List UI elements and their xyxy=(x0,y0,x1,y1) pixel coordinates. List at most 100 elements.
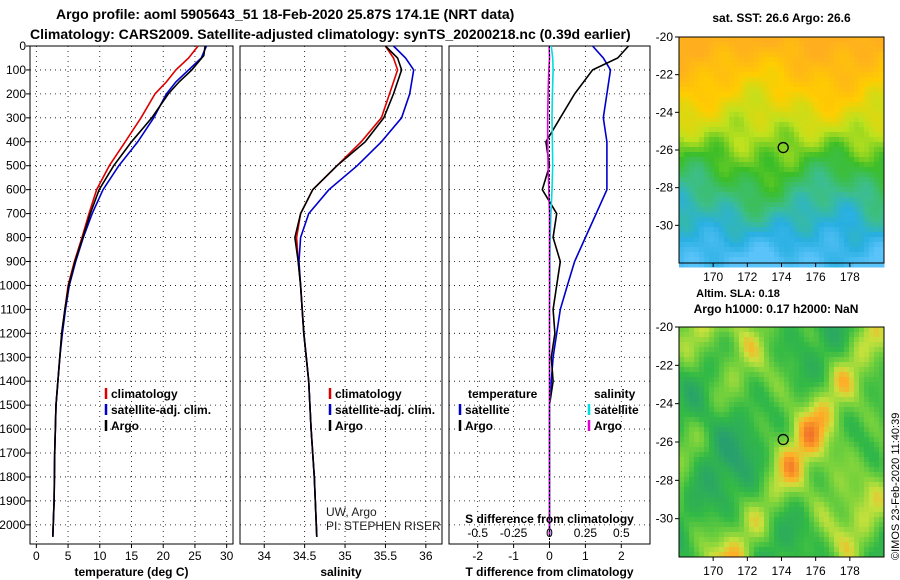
sla_map-cell xyxy=(779,342,785,348)
sla_map-cell xyxy=(859,492,865,498)
sst_map-cell xyxy=(699,182,705,188)
sla_map-cell xyxy=(789,442,795,448)
sst_map-cell xyxy=(764,262,770,268)
sst_map-cell xyxy=(874,62,880,68)
sst_map-cell xyxy=(759,257,765,263)
sla_map-cell xyxy=(704,392,710,398)
sla_map-cell xyxy=(839,497,845,503)
sla_map-cell xyxy=(749,442,755,448)
sla_map-cell xyxy=(699,502,705,508)
sla_map-cell xyxy=(849,497,855,503)
sst_map-cell xyxy=(809,157,815,163)
sst_map-cell xyxy=(759,142,765,148)
sst_map-cell xyxy=(774,87,780,93)
sla_map-cell xyxy=(829,412,835,418)
sst_map-cell xyxy=(839,152,845,158)
sst_map-cell xyxy=(749,137,755,143)
sla_map-cell xyxy=(804,357,810,363)
sla_map-cell xyxy=(814,372,820,378)
sla_map-cell xyxy=(724,407,730,413)
sla_map-cell xyxy=(779,497,785,503)
sla_map-cell xyxy=(784,497,790,503)
sla_map-cell xyxy=(844,427,850,433)
sst_map-cell xyxy=(729,172,735,178)
sla_map-cell xyxy=(789,422,795,428)
sst_map-cell xyxy=(829,157,835,163)
sst_map-cell xyxy=(804,222,810,228)
sla_map-cell xyxy=(759,502,765,508)
sst_map-cell xyxy=(749,102,755,108)
sla_map-cell xyxy=(864,437,870,443)
sst_map-cell xyxy=(764,137,770,143)
sla_map-cell xyxy=(864,552,870,558)
sla_map-cell xyxy=(724,477,730,483)
sla_map-cell xyxy=(794,497,800,503)
sla_map-cell xyxy=(719,462,725,468)
sst_map-cell xyxy=(879,157,885,163)
sla_map-cell xyxy=(869,432,875,438)
sst_map-cell xyxy=(794,257,800,263)
sla_map-cell xyxy=(759,512,765,518)
sst_map-cell xyxy=(709,112,715,118)
sst_map-cell xyxy=(854,237,860,243)
sst_map-cell xyxy=(739,102,745,108)
sst_map-cell xyxy=(709,82,715,88)
sst_map-cell xyxy=(794,222,800,228)
sst_map-cell xyxy=(769,237,775,243)
sla_map-cell xyxy=(824,327,830,333)
sla_map-cell xyxy=(794,347,800,353)
sst_map-cell xyxy=(869,72,875,78)
sst_map-cell xyxy=(844,122,850,128)
sst_map-cell xyxy=(699,82,705,88)
sst_map-cell xyxy=(774,152,780,158)
sla_map-cell xyxy=(684,487,690,493)
sla_map-cell xyxy=(784,552,790,558)
sst_map-cell xyxy=(714,47,720,53)
sst_map-cell xyxy=(784,187,790,193)
sst_map-cell xyxy=(704,72,710,78)
sla_map-cell xyxy=(759,402,765,408)
sla_map-cell xyxy=(729,517,735,523)
sla_map-cell xyxy=(874,432,880,438)
sst_map-cell xyxy=(754,212,760,218)
sst_map-cell xyxy=(719,87,725,93)
sla_map-cell xyxy=(834,447,840,453)
sla_map-cell xyxy=(834,487,840,493)
sla_map-cell xyxy=(789,477,795,483)
sla_map-cell xyxy=(764,502,770,508)
sla_map-cell xyxy=(839,397,845,403)
sst_map-cell xyxy=(779,87,785,93)
sst_map-cell xyxy=(759,197,765,203)
sla_map-cell xyxy=(769,512,775,518)
sla_map-cell xyxy=(854,382,860,388)
sst_map-cell xyxy=(819,82,825,88)
sla_map-cell xyxy=(734,327,740,333)
sla_map-cell xyxy=(689,347,695,353)
sla_map-cell xyxy=(689,467,695,473)
sst_map-cell xyxy=(764,102,770,108)
sla_map-cell xyxy=(819,417,825,423)
sst_map-cell xyxy=(824,137,830,143)
sla_map-cell xyxy=(729,327,735,333)
sla_map-cell xyxy=(734,497,740,503)
sst_map-cell xyxy=(704,257,710,263)
sla_map-cell xyxy=(804,407,810,413)
sla_map-ytick-label: -22 xyxy=(656,358,674,372)
sst_map-cell xyxy=(684,192,690,198)
sla_map-cell xyxy=(679,482,685,488)
sla_map-cell xyxy=(749,462,755,468)
sst_map-cell xyxy=(729,157,735,163)
sst_map-cell xyxy=(874,122,880,128)
sst_map-cell xyxy=(814,187,820,193)
sla_map-cell xyxy=(764,497,770,503)
sst_map-cell xyxy=(754,162,760,168)
sla_map-cell xyxy=(874,462,880,468)
sla_map-cell xyxy=(849,487,855,493)
sla_map-cell xyxy=(794,512,800,518)
sla_map-cell xyxy=(844,397,850,403)
sst_map-cell xyxy=(734,237,740,243)
sst_map-cell xyxy=(829,87,835,93)
sst_map-cell xyxy=(764,57,770,63)
sst_map-cell xyxy=(859,247,865,253)
sst_map-cell xyxy=(719,237,725,243)
